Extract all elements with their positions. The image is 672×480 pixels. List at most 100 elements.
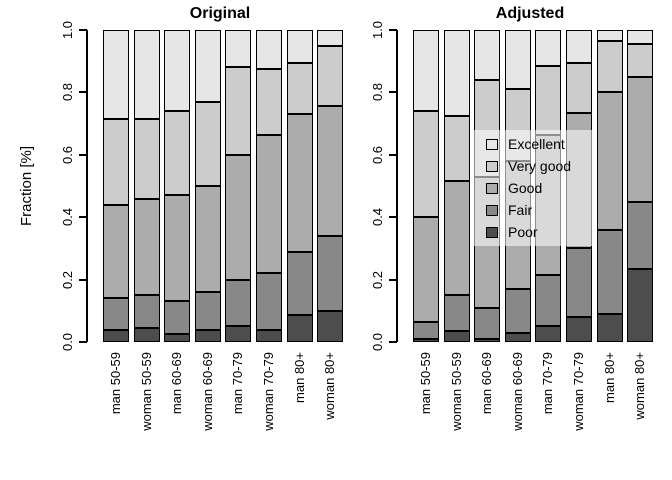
stacked-bar-man-50-59 [103,30,129,342]
y-tick-label: 0.6 [370,145,385,164]
bar-segment-excellent [194,30,221,102]
y-tick-mark [79,216,87,219]
x-tick-label: woman 70-79 [261,352,276,431]
legend-item-poor: Poor [486,224,592,240]
bar-segment-good [194,186,221,293]
bar-segment-good [317,106,344,236]
y-tick-mark [389,91,397,94]
bar-segment-poor [256,329,282,342]
bar-segment-very-good [194,101,221,187]
y-tick-label: 0.0 [60,332,75,352]
x-tick-label: woman 60-69 [509,352,525,431]
stacked-bar-man-70-79 [225,30,252,342]
bar-segment-good [443,181,470,296]
stacked-bar-man-80+ [286,30,313,342]
y-tick-mark [389,216,397,219]
stacked-bar-woman-80+ [627,30,654,342]
legend-swatch-icon [486,160,498,172]
x-tick-label: man 50-59 [108,352,123,415]
legend-swatch-icon [486,138,498,150]
bar-segment-excellent [256,30,282,70]
y-axis-title: Fraction [%] [18,145,35,227]
bar-segment-poor [504,332,531,342]
legend-swatch-icon [486,204,498,216]
stacked-bar-man-60-69 [164,30,191,342]
legend: Excellent Very good Good Fair Poor [474,130,592,246]
bar-segment-poor [443,331,470,342]
bar-segment-excellent [627,30,654,45]
stacked-bar-man-50-59 [413,30,439,342]
bar-segment-fair [164,301,191,335]
bar-segment-fair [504,288,531,333]
y-axis-line-right [396,30,398,342]
legend-item-very-good: Very good [486,158,592,174]
y-tick-mark [389,153,397,156]
plot-area-original [88,30,352,342]
bar-segment-fair [474,307,501,339]
bar-segment-very-good [535,65,562,135]
x-tick-label: woman 60-69 [199,352,215,431]
bar-segment-fair [194,292,221,330]
legend-item-excellent: Excellent [486,136,592,152]
y-tick-mark [79,91,87,94]
y-tick-label: 0.4 [370,208,385,227]
y-tick-label: 0.2 [370,270,385,289]
x-tick-label: man 50-59 [418,352,433,415]
panel-title-adjusted: Adjusted [495,5,565,22]
bar-segment-poor [225,326,252,342]
bar-segment-poor [286,315,313,342]
y-tick-mark [389,341,397,343]
stacked-bar-man-80+ [596,30,623,342]
bar-segment-fair [596,229,623,314]
bar-segment-very-good [317,45,344,107]
y-tick-label: 0.8 [370,83,385,102]
legend-label: Poor [508,224,538,240]
bar-segment-poor [535,326,562,342]
stacked-bar-woman-50-59 [443,30,470,342]
bar-segment-excellent [535,30,562,66]
bar-segment-poor [133,327,160,342]
bar-segment-very-good [133,118,160,199]
bar-segment-fair [256,273,282,330]
x-tick-label: man 60-69 [479,352,495,415]
bar-segment-excellent [103,30,129,119]
bar-segment-fair [103,298,129,330]
bar-segment-excellent [596,30,623,41]
bar-segment-excellent [566,30,592,63]
legend-label: Fair [508,202,533,218]
bar-segment-poor [103,329,129,342]
bar-segment-good [225,154,252,280]
bar-segment-fair [443,295,470,332]
x-tick-label: man 70-79 [540,352,556,415]
bar-segment-poor [474,338,501,342]
y-tick-label: 0.6 [60,145,75,164]
legend-item-fair: Fair [486,202,592,218]
bar-segment-fair [413,321,439,339]
y-tick-mark [389,278,397,281]
bar-segment-very-good [566,62,592,113]
x-tick-label: woman 70-79 [571,352,586,431]
legend-label: Good [508,180,543,196]
bar-segment-poor [566,317,592,342]
y-tick-mark [79,278,87,281]
y-tick-label: 0.2 [60,270,75,289]
x-tick-label: man 80+ [291,352,307,403]
bar-segment-excellent [164,30,191,112]
x-tick-label: woman 80+ [632,352,648,420]
bar-segment-very-good [627,44,654,77]
bar-segment-poor [596,313,623,342]
y-tick-mark [79,341,87,343]
bar-segment-good [627,76,654,202]
legend-label: Very good [508,158,572,174]
bar-segment-poor [317,310,344,342]
bar-segment-excellent [133,30,160,119]
bar-segment-fair [225,279,252,327]
bar-segment-fair [535,274,562,327]
bar-segment-good [164,195,191,302]
y-tick-label: 1.0 [370,20,385,40]
bar-segment-very-good [225,67,252,155]
bar-segment-very-good [596,40,623,93]
bar-segment-fair [317,235,344,311]
bar-segment-excellent [286,30,313,63]
